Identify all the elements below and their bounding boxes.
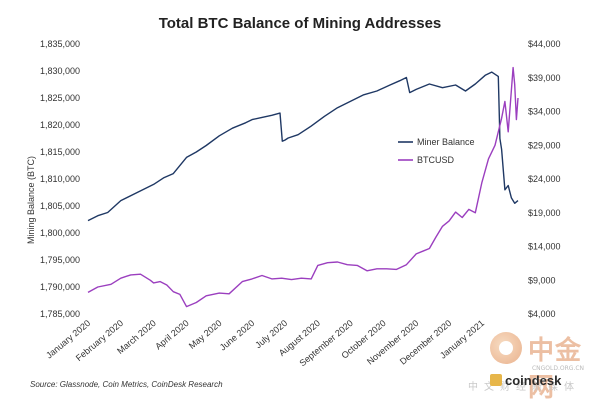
left-tick-label: 1,820,000 — [40, 120, 80, 130]
series-line-miner-balance — [87, 71, 519, 222]
right-tick-label: $44,000 — [528, 39, 561, 49]
right-tick-label: $4,000 — [528, 309, 556, 319]
coindesk-logo-icon — [490, 374, 502, 386]
legend: Miner Balance BTCUSD — [398, 137, 475, 165]
watermark-subtitle: 中文财经新媒体 — [468, 382, 580, 393]
coindesk-brand: coindesk — [490, 373, 561, 388]
legend-label-miner-balance: Miner Balance — [417, 137, 475, 147]
left-tick-label: 1,835,000 — [40, 39, 80, 49]
left-tick-label: 1,800,000 — [40, 228, 80, 238]
watermark-name: 中金网 — [528, 336, 583, 403]
source-note: Source: Glassnode, Coin Metrics, CoinDes… — [30, 380, 223, 389]
left-tick-label: 1,810,000 — [40, 174, 80, 184]
left-axis-ticks: 1,785,000 1,790,000 1,795,000 1,800,000 1,80… — [40, 39, 80, 319]
legend-label-btcusd: BTCUSD — [417, 155, 455, 165]
right-tick-label: $9,000 — [528, 275, 556, 285]
right-tick-label: $39,000 — [528, 73, 561, 83]
series-line-btcusd — [87, 66, 519, 308]
watermark-url: CNGOLD.ORG.CN — [531, 365, 584, 372]
right-axis-ticks: $4,000 $9,000 $14,000 $19,000 $24,000 $29,000… — [528, 39, 561, 319]
watermark-coin-icon — [490, 332, 522, 364]
coindesk-brand-label: coindesk — [505, 373, 562, 388]
right-tick-label: $14,000 — [528, 242, 561, 252]
left-tick-label: 1,790,000 — [40, 282, 80, 292]
right-tick-label: $34,000 — [528, 107, 561, 117]
left-tick-label: 1,825,000 — [40, 93, 80, 103]
left-tick-label: 1,830,000 — [40, 66, 80, 76]
right-tick-label: $19,000 — [528, 208, 561, 218]
y-axis-label-left: Mining Balance (BTC) — [26, 156, 36, 244]
chart-title: Total BTC Balance of Mining Addresses — [159, 15, 442, 32]
right-tick-label: $24,000 — [528, 174, 561, 184]
series-group — [87, 66, 519, 308]
left-tick-label: 1,815,000 — [40, 147, 80, 157]
left-tick-label: 1,805,000 — [40, 201, 80, 211]
left-tick-label: 1,795,000 — [40, 255, 80, 265]
right-tick-label: $29,000 — [528, 140, 561, 150]
left-tick-label: 1,785,000 — [40, 309, 80, 319]
watermark-logo: 中金网 — [490, 328, 586, 403]
